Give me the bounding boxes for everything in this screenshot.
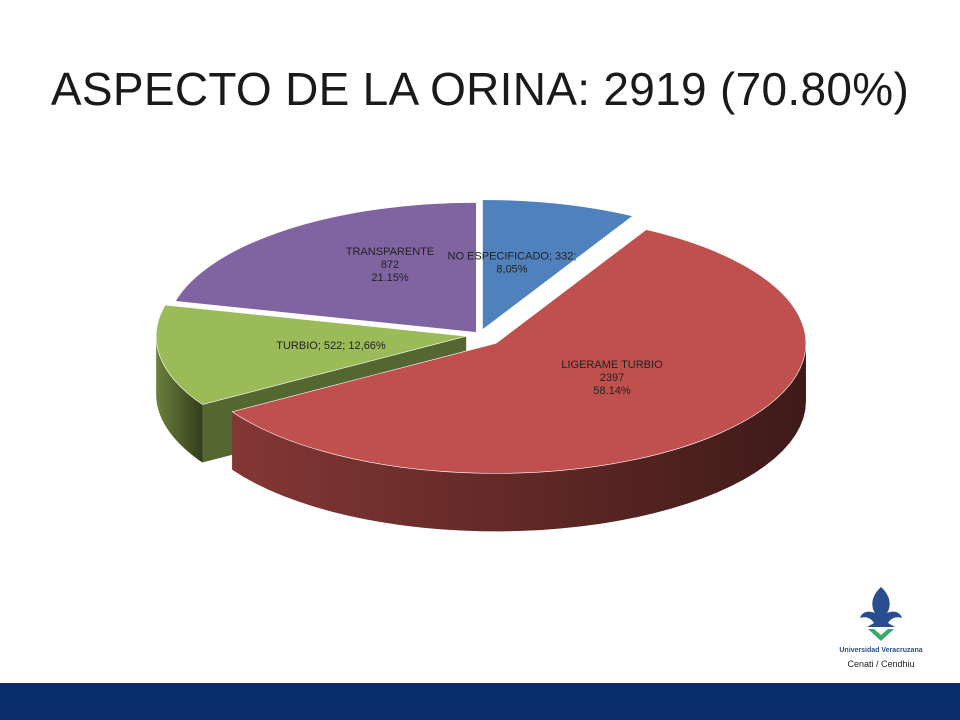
slide-title: ASPECTO DE LA ORINA: 2919 (70.80%) — [50, 63, 910, 115]
pie-chart: NO ESPECIFICADO; 332; 8,05% LIGERAME TURBI… — [155, 199, 807, 532]
slice-label-ligerame-turbio: LIGERAME TURBIO 2397 58.14% — [561, 359, 663, 397]
slice-label-transparente: TRANSPARENTE 872 21.15% — [346, 246, 434, 284]
pie-slice-transparente — [174, 202, 477, 333]
pie-slice-turbio — [155, 304, 467, 405]
pie-side-shade-ligerame-turbio — [232, 343, 806, 532]
bottom-bar — [0, 683, 960, 720]
pie-side-shade-turbio — [156, 336, 203, 463]
university-logo: Universidad Veracruzana Cenati / Cendhiu — [822, 583, 960, 683]
slice-label-turbio: TURBIO; 522; 12,66% — [276, 340, 386, 352]
pie-slice-ligerame-turbio — [231, 229, 807, 474]
pie-tops — [155, 199, 807, 474]
pie-slice-no-especificado — [482, 199, 634, 331]
fleur-de-lis-icon — [860, 587, 902, 641]
logo-subtitle: Cenati / Cendhiu — [847, 659, 915, 669]
logo-name: Universidad Veracruzana — [839, 647, 923, 654]
pie-labels: NO ESPECIFICADO; 332; 8,05% LIGERAME TURBI… — [276, 246, 663, 397]
slice-label-no-especificado: NO ESPECIFICADO; 332; 8,05% — [448, 251, 577, 276]
